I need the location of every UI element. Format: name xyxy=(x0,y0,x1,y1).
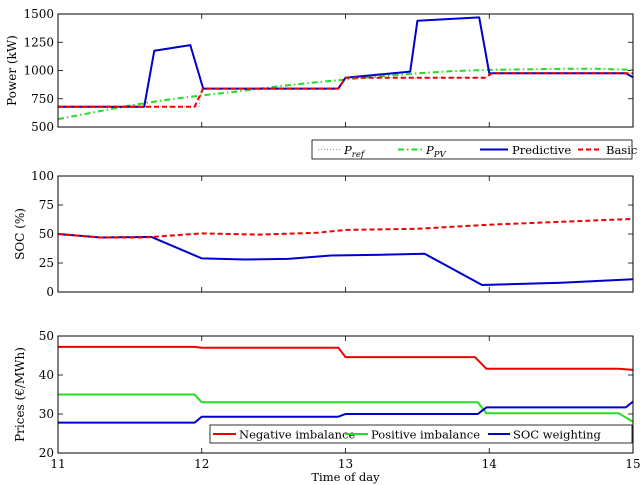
legend-label-subscript: PV xyxy=(433,150,447,160)
panel-prices: 11 12 13 14 15 20 30 40 50 Prices (€/MWh) Time of … xyxy=(13,329,640,484)
legend-box xyxy=(209,424,633,444)
series-line-basic xyxy=(58,217,633,239)
y-axis-label: SOC (%) xyxy=(13,208,27,260)
y-tick-label: 1500 xyxy=(23,7,54,21)
x-tick-label: 15 xyxy=(625,457,640,471)
series-line-soc-weighting xyxy=(58,400,633,424)
legend-label-main: P xyxy=(425,143,434,157)
legend-power: Pref PPV Predictive Basic xyxy=(311,139,637,160)
series-line-positive-imbalance xyxy=(58,393,633,423)
y-tick-label: 500 xyxy=(31,120,54,134)
y-tick-label: 0 xyxy=(46,285,54,299)
y-tick-label: 1000 xyxy=(23,64,54,78)
y-tick-label: 750 xyxy=(31,92,54,106)
legend-label: Positive imbalance xyxy=(371,428,480,442)
legend-label: Pref xyxy=(343,143,366,160)
legend-label: Basic xyxy=(606,143,637,157)
y-tick-label: 50 xyxy=(39,227,54,241)
series-line-negative-imbalance xyxy=(58,345,633,371)
y-tick-label: 30 xyxy=(39,407,54,421)
y-tick-label: 40 xyxy=(39,368,54,382)
axes-frame xyxy=(57,13,634,128)
x-tick-label: 12 xyxy=(194,457,209,471)
legend-label: PPV xyxy=(425,143,446,160)
y-tick-label: 1250 xyxy=(23,35,54,49)
y-tick-label: 100 xyxy=(31,169,54,183)
x-tick-label: 14 xyxy=(482,457,498,471)
y-tick-label: 75 xyxy=(39,198,54,212)
legend-box xyxy=(311,139,633,160)
legend-label: SOC weighting xyxy=(513,428,602,442)
y-axis-label: Power (kW) xyxy=(5,35,19,106)
axes-frame xyxy=(57,175,634,293)
y-tick-label: 25 xyxy=(39,256,54,270)
x-tick-label: 11 xyxy=(50,457,65,471)
series-line-predictive xyxy=(58,16,633,108)
series-line-predictive xyxy=(58,233,633,286)
legend-label: Predictive xyxy=(512,143,571,157)
y-tick-label: 20 xyxy=(39,446,54,460)
x-tick-label: 13 xyxy=(338,457,353,471)
legend-prices: Negative imbalance Positive imbalance SOC … xyxy=(209,424,633,444)
axes-frame xyxy=(57,335,634,454)
legend-label: Negative imbalance xyxy=(239,428,356,442)
series-line-p-pv xyxy=(58,67,633,121)
panel-soc: 0 25 50 75 100 SOC (%) xyxy=(13,169,634,299)
legend-label-subscript: ref xyxy=(352,150,366,160)
y-tick-label: 50 xyxy=(39,329,54,343)
legend-label-main: P xyxy=(343,143,352,157)
series-line-basic xyxy=(58,72,633,108)
y-axis-label: Prices (€/MWh) xyxy=(13,347,27,442)
x-axis-label: Time of day xyxy=(311,470,380,484)
